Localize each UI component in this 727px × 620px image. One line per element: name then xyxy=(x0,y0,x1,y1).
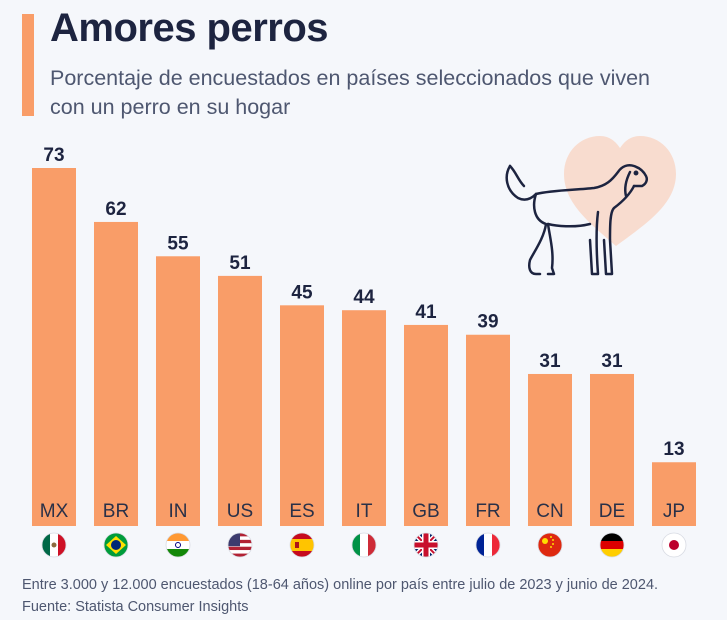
bar-jp xyxy=(652,462,696,526)
dog-icon xyxy=(505,164,649,276)
category-label-fr: FR xyxy=(475,501,500,522)
japan-flag-icon xyxy=(661,532,687,558)
category-label-jp: JP xyxy=(663,501,685,522)
category-label-it: IT xyxy=(356,501,373,522)
bar-es xyxy=(280,305,324,526)
bar-de xyxy=(590,373,634,526)
value-label-it: 44 xyxy=(353,287,375,308)
value-label-jp: 13 xyxy=(663,439,684,460)
category-label-us: US xyxy=(227,501,253,522)
value-label-mx: 73 xyxy=(43,145,64,166)
category-label-mx: MX xyxy=(40,501,69,522)
bar-gb xyxy=(404,324,448,526)
bar-us xyxy=(218,275,262,526)
title-accent-bar xyxy=(22,14,34,116)
uk-flag-icon xyxy=(413,532,439,558)
bar-fr xyxy=(466,334,510,526)
value-label-cn: 31 xyxy=(539,351,561,372)
value-label-es: 45 xyxy=(291,282,313,303)
bar-br xyxy=(94,221,138,527)
value-label-in: 55 xyxy=(167,233,189,254)
chart-title: Amores perros xyxy=(50,6,329,50)
category-label-es: ES xyxy=(289,501,314,522)
category-label-in: IN xyxy=(169,501,188,522)
chart-footer: Entre 3.000 y 12.000 encuestados (18-64 … xyxy=(22,574,658,618)
bar-cn xyxy=(528,373,572,526)
chart-subtitle: Porcentaje de encuestados en países sele… xyxy=(50,66,651,119)
value-label-gb: 41 xyxy=(415,302,437,323)
heart-icon xyxy=(564,136,676,246)
spain-flag-icon xyxy=(289,532,315,558)
italy-flag-icon xyxy=(351,532,377,558)
category-label-cn: CN xyxy=(536,501,563,522)
value-label-fr: 39 xyxy=(477,312,498,333)
value-label-br: 62 xyxy=(105,199,126,220)
dog-illustration xyxy=(505,136,676,276)
bar-in xyxy=(156,256,200,526)
bar-chart: 73 62 55 51 45 44 41 39 31 31 13 MX BR IN US ES IT GB FR C… xyxy=(32,145,696,558)
india-flag-icon xyxy=(165,532,191,558)
bar-it xyxy=(342,310,386,526)
china-flag-icon xyxy=(537,532,563,558)
brazil-flag-icon xyxy=(103,532,129,558)
footer-note: Entre 3.000 y 12.000 encuestados (18-64 … xyxy=(22,577,659,593)
mexico-flag-icon xyxy=(41,532,67,558)
bar-mx xyxy=(32,168,76,526)
value-label-us: 51 xyxy=(229,253,251,274)
usa-flag-icon xyxy=(227,532,253,558)
germany-flag-icon xyxy=(599,532,625,558)
category-label-de: DE xyxy=(599,501,625,522)
footer-source: Fuente: Statista Consumer Insights xyxy=(22,599,249,615)
category-label-gb: GB xyxy=(412,501,439,522)
category-label-br: BR xyxy=(103,501,129,522)
france-flag-icon xyxy=(475,532,501,558)
value-label-de: 31 xyxy=(601,351,623,372)
